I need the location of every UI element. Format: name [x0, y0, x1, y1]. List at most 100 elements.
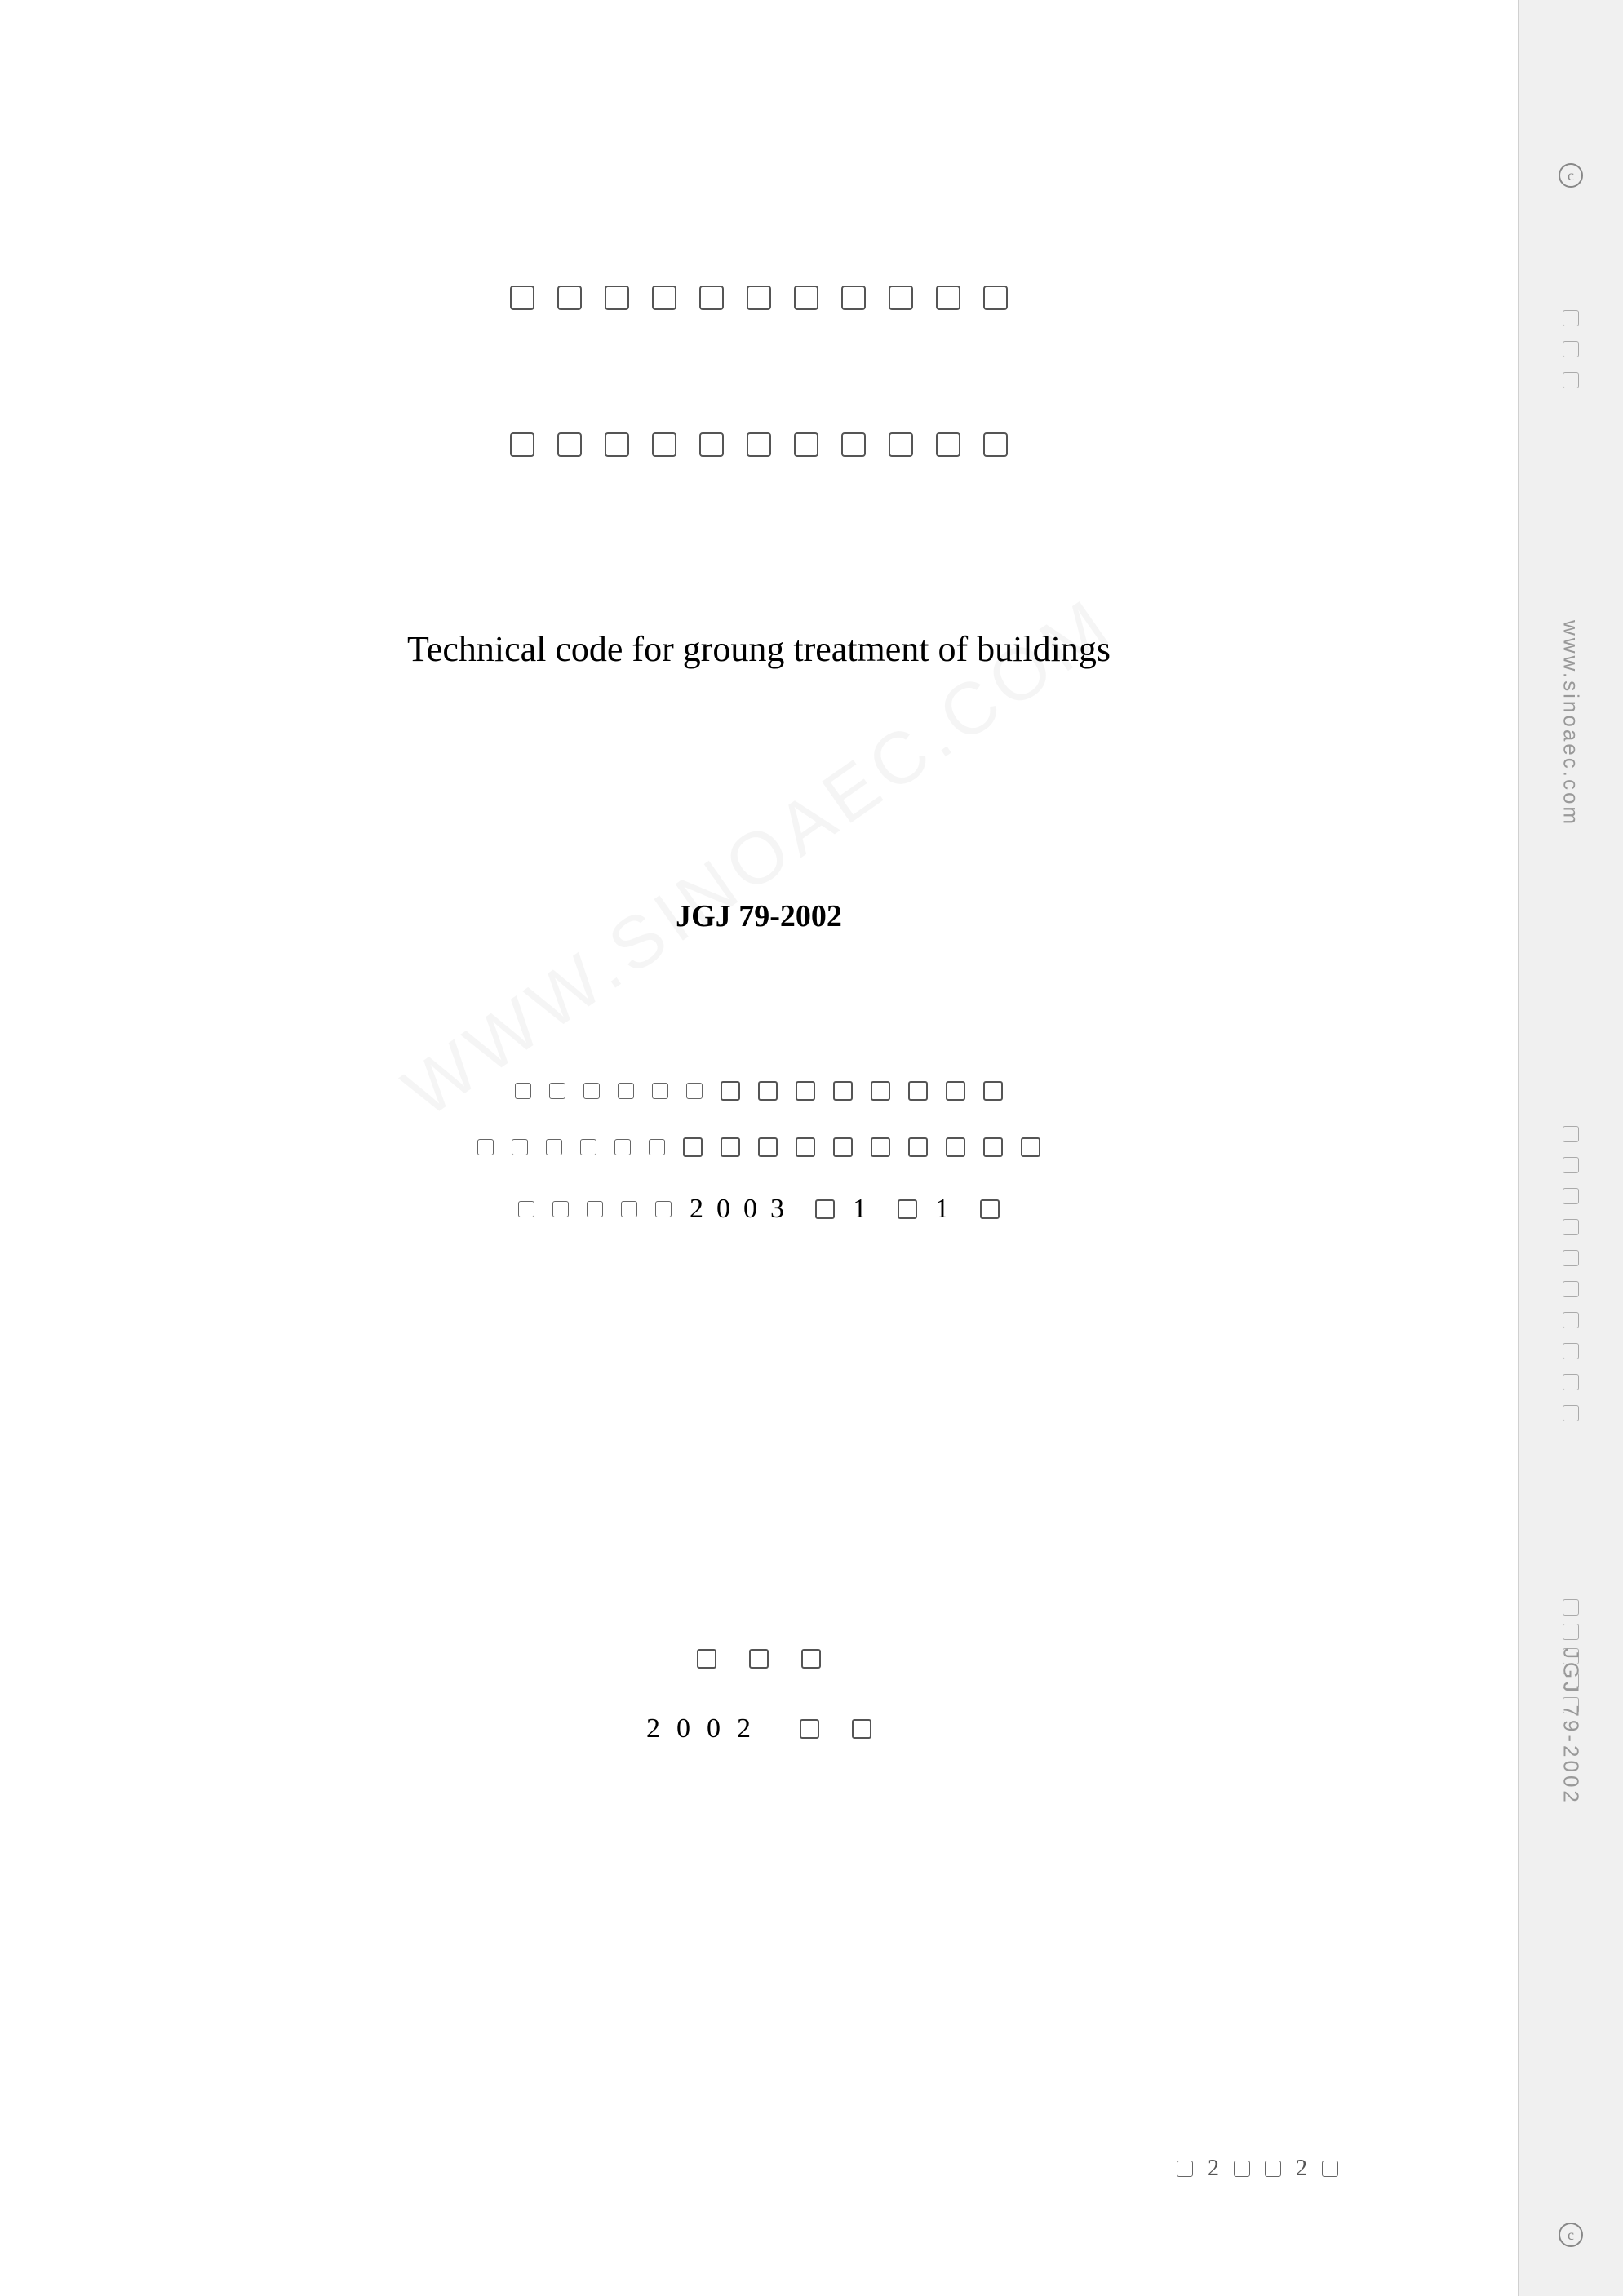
placeholder-box	[946, 1081, 965, 1101]
placeholder-box	[652, 432, 676, 457]
placeholder-box	[515, 1083, 531, 1099]
placeholder-box	[549, 1083, 565, 1099]
placeholder-box	[946, 1137, 965, 1157]
sidebar-url: www.sinoaec.com	[1559, 620, 1584, 827]
placeholder-box	[605, 286, 629, 310]
placeholder-box	[557, 432, 582, 457]
placeholder-box	[1563, 310, 1579, 326]
sidebar-code: JGJ 79-2002	[1559, 1648, 1584, 1806]
placeholder-box	[510, 432, 534, 457]
placeholder-box	[749, 1649, 769, 1669]
placeholder-box	[758, 1137, 778, 1157]
sidebar-bottom-icon: c	[1559, 2223, 1583, 2247]
placeholder-box	[936, 432, 960, 457]
placeholder-box	[889, 286, 913, 310]
placeholder-box	[699, 432, 724, 457]
placeholder-box	[583, 1083, 600, 1099]
placeholder-box	[1563, 1188, 1579, 1204]
sidebar-boxes-2	[1563, 1126, 1579, 1421]
placeholder-box	[605, 432, 629, 457]
placeholder-box	[758, 1081, 778, 1101]
page-num-box	[1322, 2161, 1338, 2177]
placeholder-box	[1563, 341, 1579, 357]
placeholder-box	[618, 1083, 634, 1099]
placeholder-box	[1563, 1281, 1579, 1297]
placeholder-box	[983, 286, 1008, 310]
copyright-icon: c	[1559, 163, 1583, 188]
placeholder-box	[1563, 1157, 1579, 1173]
placeholder-box	[580, 1139, 596, 1155]
placeholder-box	[721, 1081, 740, 1101]
placeholder-box	[518, 1201, 534, 1217]
placeholder-box	[889, 432, 913, 457]
placeholder-box	[1563, 1312, 1579, 1328]
page-number: 2 2	[1177, 2156, 1338, 2182]
placeholder-box	[852, 1719, 871, 1739]
placeholder-box	[747, 432, 771, 457]
placeholder-box	[649, 1139, 665, 1155]
info-rows: 200311	[98, 1081, 1420, 1225]
page-num-1: 2	[1208, 2156, 1219, 2182]
placeholder-box	[794, 286, 818, 310]
placeholder-box	[983, 1137, 1003, 1157]
code-number: JGJ 79-2002	[98, 898, 1420, 934]
placeholder-box	[747, 286, 771, 310]
placeholder-box	[1563, 1374, 1579, 1390]
placeholder-box	[841, 432, 866, 457]
placeholder-box	[801, 1649, 821, 1669]
placeholder-box	[1021, 1137, 1040, 1157]
footer-row-1	[697, 1649, 821, 1669]
placeholder-box	[936, 286, 960, 310]
sidebar: c www.sinoaec.com JGJ 79-2002 c	[1518, 0, 1623, 2296]
placeholder-box	[983, 1081, 1003, 1101]
placeholder-box	[898, 1199, 917, 1219]
page-num-box	[1177, 2161, 1193, 2177]
placeholder-box	[697, 1649, 716, 1669]
placeholder-box	[871, 1081, 890, 1101]
placeholder-box	[510, 286, 534, 310]
placeholder-box	[833, 1137, 853, 1157]
info-row-1	[515, 1081, 1003, 1101]
placeholder-box	[652, 286, 676, 310]
placeholder-box	[796, 1081, 815, 1101]
page-num-box	[1265, 2161, 1281, 2177]
placeholder-box	[833, 1081, 853, 1101]
placeholder-box	[477, 1139, 494, 1155]
placeholder-box	[587, 1201, 603, 1217]
document-page: WWW.SINOAEC.COM Technical code for groun…	[0, 0, 1518, 2296]
placeholder-box	[721, 1137, 740, 1157]
placeholder-box	[652, 1083, 668, 1099]
placeholder-box	[557, 286, 582, 310]
placeholder-box	[1563, 1599, 1579, 1616]
sidebar-boxes-1	[1563, 310, 1579, 388]
page-num-2: 2	[1296, 2156, 1307, 2182]
placeholder-box	[614, 1139, 631, 1155]
placeholder-box	[794, 432, 818, 457]
placeholder-box	[1563, 1624, 1579, 1640]
placeholder-box	[546, 1139, 562, 1155]
placeholder-box	[1563, 1219, 1579, 1235]
placeholder-box	[796, 1137, 815, 1157]
placeholder-box	[621, 1201, 637, 1217]
placeholder-box	[871, 1137, 890, 1157]
placeholder-box	[908, 1081, 928, 1101]
placeholder-box	[686, 1083, 703, 1099]
placeholder-box	[983, 432, 1008, 457]
placeholder-box	[512, 1139, 528, 1155]
footer-block: 2002	[98, 1649, 1420, 1744]
placeholder-box	[1563, 1250, 1579, 1266]
placeholder-box	[655, 1201, 672, 1217]
page-content: WWW.SINOAEC.COM Technical code for groun…	[0, 0, 1518, 2296]
placeholder-box	[1563, 372, 1579, 388]
english-title: Technical code for groung treatment of b…	[98, 628, 1420, 670]
copyright-icon: c	[1559, 2223, 1583, 2247]
placeholder-box	[1563, 1126, 1579, 1142]
placeholder-box	[1563, 1343, 1579, 1359]
page-num-box	[1234, 2161, 1250, 2177]
placeholder-box	[1563, 1405, 1579, 1421]
placeholder-box	[699, 286, 724, 310]
placeholder-box	[683, 1137, 703, 1157]
info-row-2	[477, 1137, 1040, 1157]
placeholder-box	[815, 1199, 835, 1219]
placeholder-box	[800, 1719, 819, 1739]
